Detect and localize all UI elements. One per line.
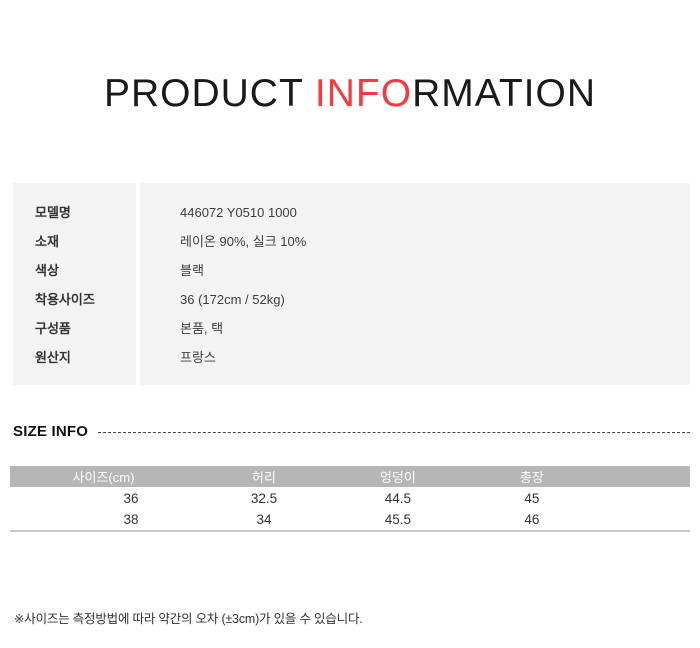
- product-info-table: 모델명 소재 색상 착용사이즈 구성품 원산지 446072 Y0510 100…: [13, 183, 690, 385]
- size-cell: 34: [196, 509, 331, 531]
- info-label-material: 소재: [35, 234, 59, 249]
- size-table-header-row: 사이즈(cm) 허리 엉덩이 총장: [10, 466, 690, 487]
- dashed-divider: [98, 431, 690, 433]
- info-value-color: 블랙: [180, 263, 204, 278]
- info-value-fit-size: 36 (172cm / 52kg): [180, 292, 285, 307]
- size-cell-empty: [598, 487, 690, 509]
- size-table-row: 38 34 45.5 46: [10, 509, 690, 531]
- size-cell: 45.5: [330, 509, 465, 531]
- size-cell: 45: [464, 487, 599, 509]
- product-info-value-column: 446072 Y0510 1000 레이온 90%, 실크 10% 블랙 36 …: [140, 183, 690, 385]
- info-value-components: 본품, 택: [180, 321, 224, 336]
- size-col-header-empty: [598, 466, 690, 487]
- info-label-fit-size: 착용사이즈: [35, 292, 95, 307]
- size-tolerance-note: ※사이즈는 측정방법에 따라 약간의 오차 (±3cm)가 있을 수 있습니다.: [14, 612, 363, 626]
- size-cell: 36: [10, 487, 197, 509]
- size-col-header-hip: 엉덩이: [330, 466, 465, 487]
- size-col-header-length: 총장: [464, 466, 599, 487]
- size-table: 사이즈(cm) 허리 엉덩이 총장 36 32.5 44.5 45 38 34 …: [10, 466, 690, 532]
- size-col-header-size: 사이즈(cm): [10, 466, 197, 487]
- info-label-components: 구성품: [35, 321, 71, 336]
- size-col-header-waist: 허리: [196, 466, 331, 487]
- size-cell: 44.5: [330, 487, 465, 509]
- info-value-origin: 프랑스: [180, 350, 216, 365]
- product-info-label-column: 모델명 소재 색상 착용사이즈 구성품 원산지: [13, 183, 136, 385]
- size-info-heading-label: SIZE INFO: [13, 423, 89, 440]
- size-cell: 46: [464, 509, 599, 531]
- size-info-heading: SIZE INFO: [13, 423, 690, 441]
- page-title-part-1: PRODUCT: [103, 72, 315, 115]
- page-title-part-2: RMATION: [412, 72, 597, 115]
- info-value-model: 446072 Y0510 1000: [180, 205, 297, 220]
- info-label-model: 모델명: [35, 205, 71, 220]
- page-title-accent: INFO: [314, 72, 413, 115]
- size-cell: 38: [10, 509, 197, 531]
- info-label-color: 색상: [35, 263, 59, 278]
- size-cell: 32.5: [196, 487, 331, 509]
- info-label-origin: 원산지: [35, 350, 71, 365]
- size-cell-empty: [598, 509, 690, 531]
- size-table-row: 36 32.5 44.5 45: [10, 487, 690, 509]
- info-value-material: 레이온 90%, 실크 10%: [180, 234, 307, 249]
- page-title: PRODUCT INFORMATION: [0, 73, 700, 115]
